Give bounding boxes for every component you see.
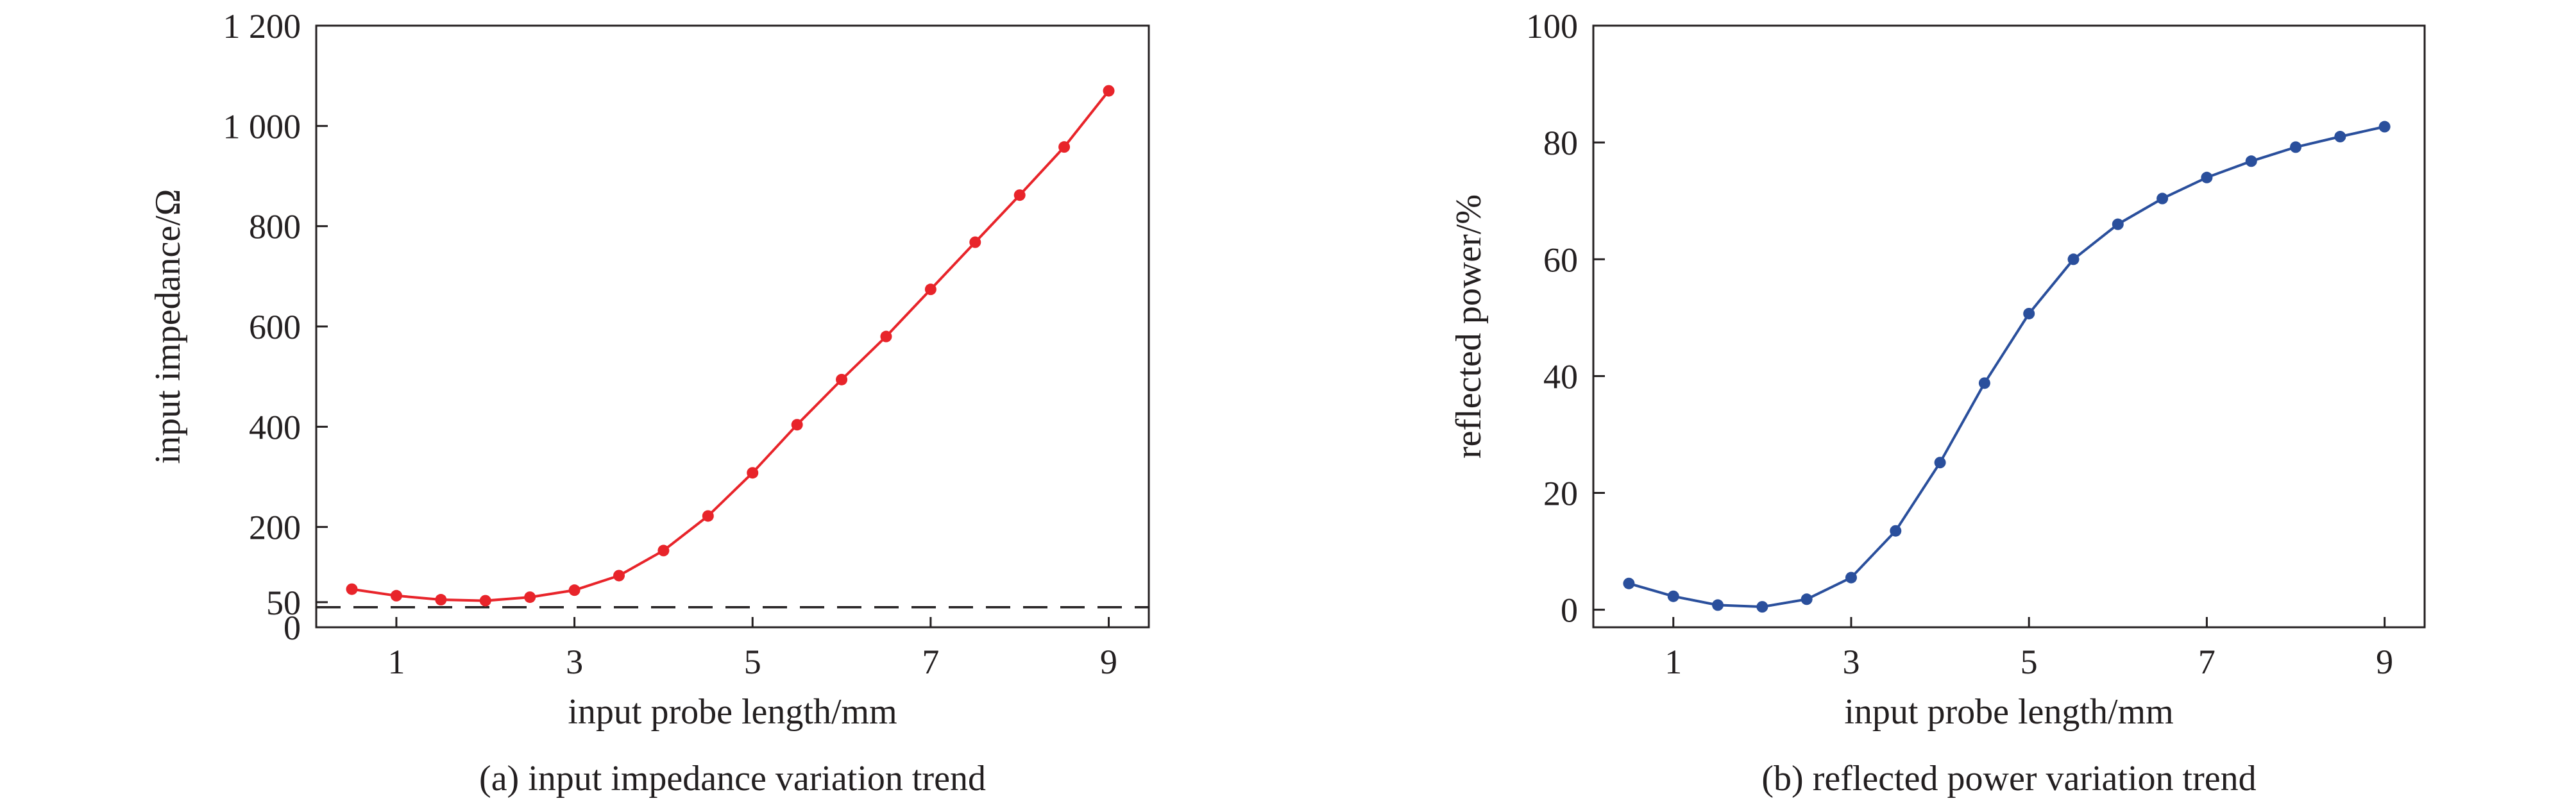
data-point [2290, 141, 2302, 153]
plot-frame [1592, 24, 2426, 629]
series-line [352, 90, 1110, 602]
y-tick-label: 200 [249, 509, 301, 547]
y-tick-label: 600 [249, 308, 301, 346]
data-point [2245, 155, 2257, 167]
data-point [390, 589, 402, 602]
data-point [747, 467, 759, 479]
y-tick-label: 0 [284, 609, 301, 647]
x-axis-title: input probe length/mm [568, 692, 897, 732]
y-tick-label: 60 [1543, 241, 1578, 279]
data-point [1978, 377, 1990, 389]
data-point [969, 236, 981, 248]
y-tick-label: 20 [1543, 475, 1578, 513]
x-tick-label: 5 [744, 643, 761, 681]
data-point [1103, 85, 1115, 97]
x-tick-label: 7 [922, 643, 939, 681]
data-point [702, 510, 714, 522]
x-tick-label: 9 [1100, 643, 1117, 681]
data-point [1845, 571, 1857, 584]
data-point [1801, 593, 1813, 605]
reflected-power-chart: 0 20 40 60 80 100 1 3 5 7 9 input probe length/mm re… [1449, 7, 2426, 799]
data-point [613, 570, 625, 582]
data-point [2334, 131, 2346, 143]
y-tick-label: 800 [249, 208, 301, 246]
data-point [836, 373, 848, 385]
x-tick-label: 9 [2376, 643, 2393, 681]
y-tick-label: 1 200 [223, 7, 301, 46]
data-point [1013, 189, 1026, 201]
data-point [791, 419, 803, 431]
data-point [1623, 577, 1635, 589]
data-point [657, 545, 670, 557]
data-point [924, 283, 936, 296]
x-tick-label: 3 [1842, 643, 1860, 681]
x-tick-label: 1 [1665, 643, 1682, 681]
y-tick-label: 400 [249, 408, 301, 446]
impedance-chart: 050 200 400 600 800 1 000 1 200 1 3 5 7 9 input prob… [148, 7, 1150, 799]
y-tick-label: 0 [1561, 591, 1578, 630]
chart-caption: (b) reflected power variation trend [1761, 759, 2256, 799]
data-point [2023, 307, 2035, 319]
data-point [2067, 253, 2080, 266]
y-axis-title: input impedance/Ω [148, 189, 188, 464]
y-tick-label: 100 [1526, 7, 1578, 46]
data-point [524, 591, 536, 604]
series-line [1628, 125, 2385, 609]
plot-frame [315, 24, 1150, 629]
y-tick-label: 1 000 [223, 107, 301, 146]
data-point [1756, 601, 1768, 613]
x-tick-label: 3 [566, 643, 583, 681]
data-point [1890, 525, 1902, 537]
data-point [2378, 121, 2391, 133]
data-point [1058, 141, 1071, 153]
y-axis-title: reflected power/% [1449, 194, 1489, 459]
data-point [2112, 218, 2124, 230]
data-point [2157, 192, 2169, 205]
y-tick-label: 40 [1543, 357, 1578, 396]
data-point [479, 595, 491, 607]
data-point [1712, 599, 1724, 611]
data-point [346, 583, 358, 595]
chart-caption: (a) input impedance variation trend [479, 759, 986, 799]
x-tick-label: 1 [387, 643, 405, 681]
data-point [568, 584, 580, 596]
y-tick-label: 50 [266, 584, 301, 622]
data-point [1667, 590, 1679, 602]
x-tick-label: 7 [2198, 643, 2216, 681]
data-point [880, 330, 892, 342]
x-axis-title: input probe length/mm [1844, 692, 2173, 732]
x-tick-label: 5 [2021, 643, 2038, 681]
data-point [1934, 457, 1946, 469]
y-tick-label: 80 [1543, 124, 1578, 162]
data-point [2201, 171, 2213, 183]
data-point [435, 594, 447, 606]
